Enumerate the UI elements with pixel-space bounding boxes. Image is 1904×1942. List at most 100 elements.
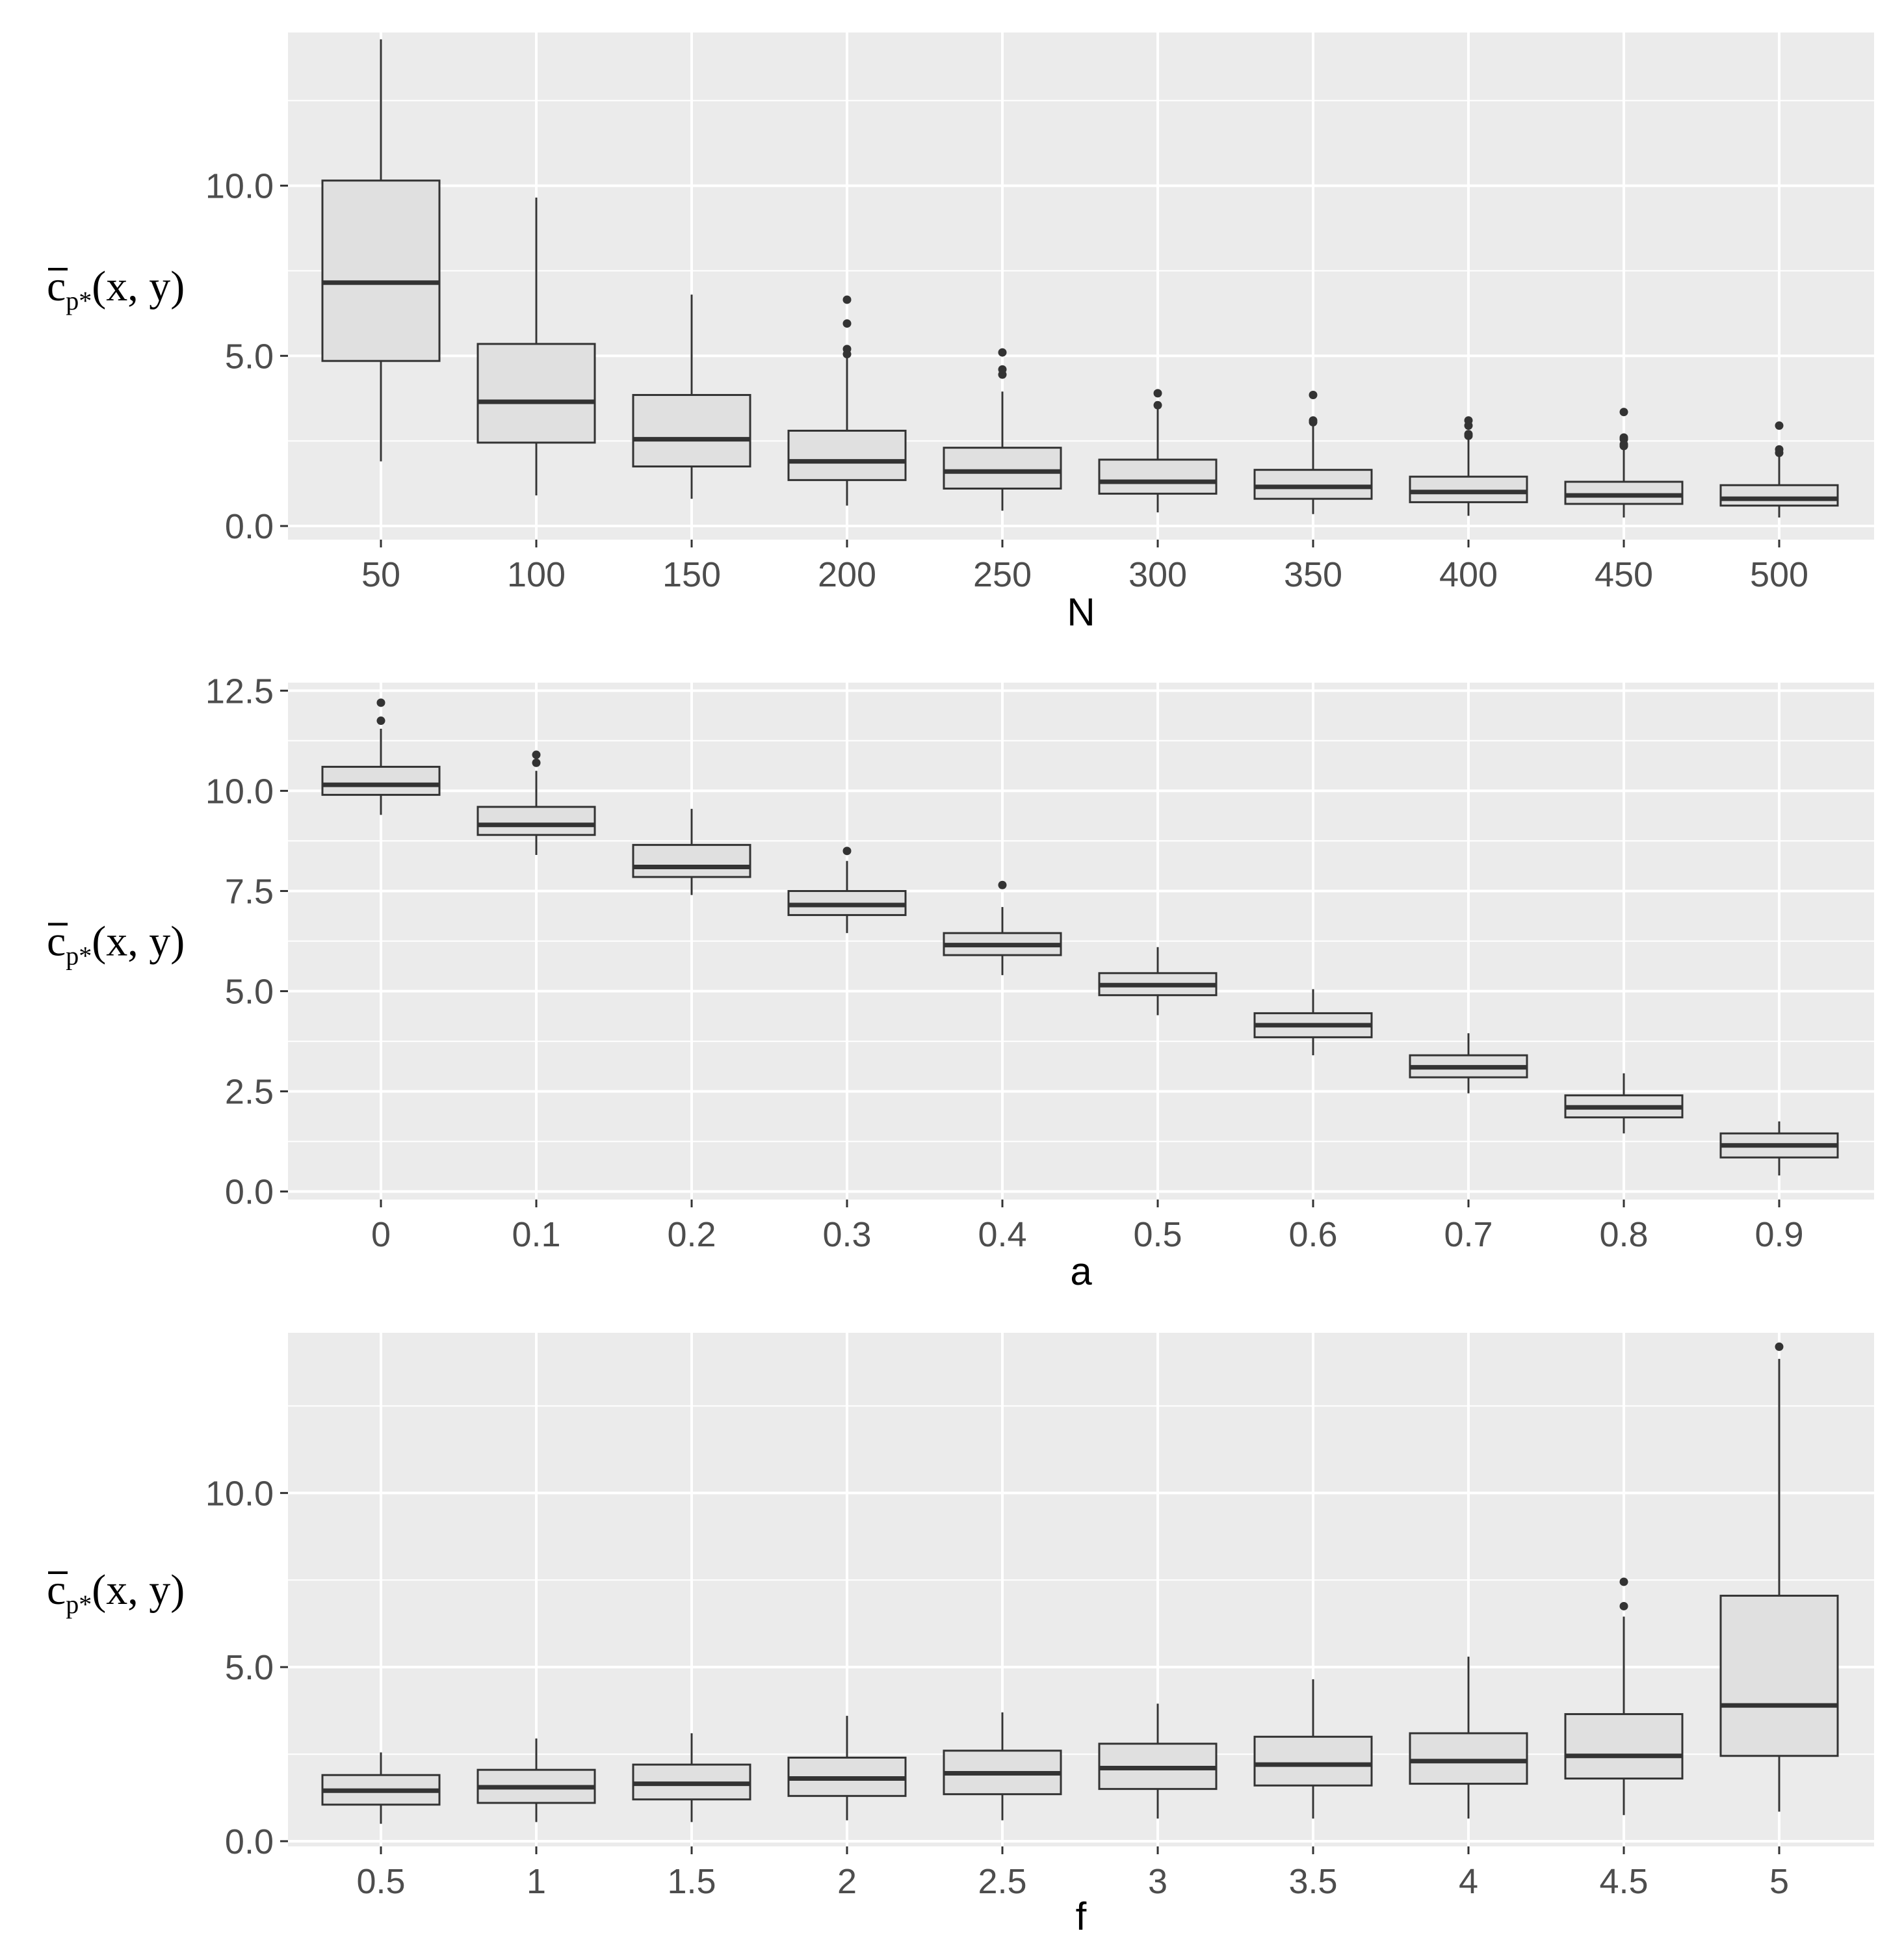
outlier-point	[1775, 445, 1784, 454]
y-tick-label: 5.0	[225, 337, 274, 376]
boxplot-panel-2: 0.0 2.5 5.0 7.5 10.0 12.5 0 0.1 0.2 0.3 0.4 0.5 0.6 0…	[47, 672, 1874, 1293]
x-tick-label: 2	[837, 1862, 857, 1901]
outlier-point	[1309, 391, 1318, 400]
box-iqr	[476, 343, 596, 444]
outlier-point	[1464, 430, 1473, 439]
x-tick-label: 0.4	[978, 1215, 1026, 1254]
box-200	[787, 295, 907, 506]
boxplot-panel-3: 0.0 5.0 10.0 0.5 1 1.5 2 2.5 3 3.5 4 4.5 5 f cp*(x, y)	[47, 1333, 1874, 1938]
box-3	[1098, 1703, 1218, 1819]
outlier-point	[1309, 416, 1318, 425]
box-150	[632, 295, 751, 499]
y-tick-label: 5.0	[225, 973, 274, 1012]
box-iqr	[787, 429, 907, 481]
x-axis-title: f	[1076, 1895, 1087, 1938]
x-tick-label: 0.5	[1133, 1215, 1182, 1254]
x-tick-label: 0.5	[356, 1862, 405, 1901]
outlier-point	[998, 348, 1007, 357]
x-tick-label: 250	[973, 555, 1032, 594]
y-tick-label: 10.0	[205, 772, 274, 811]
box-4	[1409, 1657, 1528, 1819]
box-50	[321, 39, 441, 462]
box-3.5	[1253, 1679, 1373, 1819]
outlier-point	[532, 758, 541, 767]
outlier-point	[998, 365, 1007, 374]
outlier-point	[998, 880, 1007, 889]
outlier-point	[1619, 1601, 1628, 1610]
box-0.6	[1253, 989, 1373, 1056]
x-tick-label: 0.9	[1754, 1215, 1803, 1254]
y-axis-title: cp*(x, y)	[47, 1566, 185, 1619]
box-iqr	[321, 765, 441, 796]
outlier-point	[842, 345, 852, 354]
box-iqr	[943, 447, 1062, 490]
outlier-point	[532, 750, 541, 759]
box-iqr	[1409, 1732, 1528, 1785]
x-tick-label: 0	[371, 1215, 391, 1254]
box-2.5	[943, 1712, 1062, 1820]
x-tick-label: 0.8	[1599, 1215, 1648, 1254]
y-axis-title: cp*(x, y)	[47, 918, 185, 971]
box-0.5	[1098, 947, 1218, 1016]
box-250	[943, 348, 1062, 511]
x-tick-label: 5	[1769, 1862, 1789, 1901]
outlier-point	[1775, 421, 1784, 430]
box-1.5	[632, 1733, 751, 1822]
box-iqr	[632, 844, 751, 878]
x-tick-label: 150	[662, 555, 721, 594]
x-tick-label: 400	[1439, 555, 1498, 594]
y-tick-label: 0.0	[225, 1822, 274, 1861]
outlier-point	[842, 846, 852, 856]
box-2	[787, 1716, 907, 1820]
x-tick-label: 3.5	[1288, 1862, 1337, 1901]
x-tick-label: 1	[527, 1862, 546, 1901]
panel-background	[288, 33, 1874, 540]
x-tick-label: 4	[1459, 1862, 1478, 1901]
box-1	[476, 1738, 596, 1822]
box-450	[1564, 408, 1684, 518]
box-350	[1253, 391, 1373, 514]
box-iqr	[632, 394, 751, 467]
box-0.4	[943, 880, 1062, 975]
box-300	[1098, 389, 1218, 513]
x-tick-label: 0.6	[1288, 1215, 1337, 1254]
box-0.2	[632, 809, 751, 895]
box-100	[476, 197, 596, 495]
x-axis-title: N	[1067, 590, 1095, 634]
box-iqr	[1253, 1735, 1373, 1787]
box-iqr	[1098, 458, 1218, 495]
box-iqr	[1409, 475, 1528, 503]
outlier-point	[1619, 1577, 1628, 1586]
box-iqr	[1564, 480, 1684, 505]
outlier-point	[1775, 1342, 1784, 1351]
y-tick-label: 7.5	[225, 872, 274, 911]
x-tick-label: 2.5	[978, 1862, 1026, 1901]
box-5	[1719, 1342, 1839, 1812]
x-tick-label: 350	[1284, 555, 1342, 594]
outlier-point	[842, 295, 852, 304]
box-4.5	[1564, 1577, 1684, 1815]
x-tick-label: 450	[1595, 555, 1653, 594]
box-0.9	[1719, 1121, 1839, 1176]
box-400	[1409, 416, 1528, 516]
box-500	[1719, 421, 1839, 518]
box-0.5	[321, 1752, 441, 1824]
box-0.1	[476, 750, 596, 855]
y-tick-label: 12.5	[205, 672, 274, 711]
y-axis-title: cp*(x, y)	[47, 263, 185, 315]
box-iqr	[476, 806, 596, 836]
box-0.7	[1409, 1033, 1528, 1094]
x-tick-label: 4.5	[1599, 1862, 1648, 1901]
box-iqr	[1564, 1712, 1684, 1780]
outlier-point	[376, 698, 385, 707]
box-iqr	[1253, 469, 1373, 500]
x-tick-label: 500	[1750, 555, 1808, 594]
box-0.3	[787, 846, 907, 934]
outlier-point	[1619, 433, 1628, 442]
box-0	[321, 698, 441, 815]
x-tick-label: 0.3	[822, 1215, 871, 1254]
y-tick-label: 5.0	[225, 1648, 274, 1687]
boxplot-panel-1: 0.0 5.0 10.0 50 100 150 200 250 300 350 400 450 500 N…	[47, 33, 1874, 634]
